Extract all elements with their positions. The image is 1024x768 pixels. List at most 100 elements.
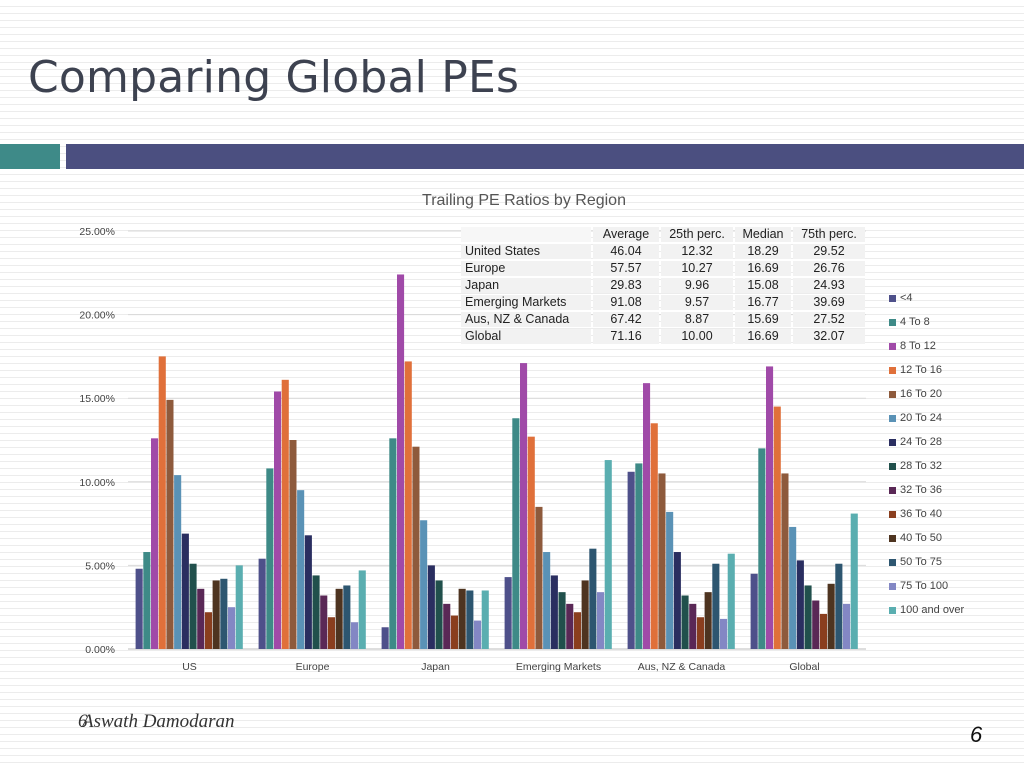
page-number: 6 — [970, 722, 983, 747]
region-cell: Europe — [461, 261, 591, 276]
legend-swatch — [889, 486, 896, 494]
legend-label: 20 To 24 — [900, 412, 943, 424]
bar — [566, 603, 574, 649]
bar — [558, 592, 566, 649]
legend-swatch — [889, 342, 896, 350]
bar — [804, 585, 812, 649]
legend-item: 16 To 20 — [889, 382, 964, 406]
legend-swatch — [889, 510, 896, 518]
bar — [481, 590, 489, 649]
header-75th-perc: 75th perc. — [793, 227, 865, 242]
header-median: Median — [735, 227, 791, 242]
legend-item: 40 To 50 — [889, 526, 964, 550]
legend-swatch — [889, 414, 896, 422]
value-cell: 67.42 — [593, 312, 659, 327]
legend-label: 8 To 12 — [900, 340, 936, 352]
y-tick-label: 25.00% — [79, 226, 115, 238]
legend-label: 28 To 32 — [900, 460, 943, 472]
bar — [527, 436, 535, 649]
bar — [174, 475, 182, 649]
x-tick-label: Europe — [296, 661, 330, 673]
bar — [343, 585, 351, 649]
bar — [258, 558, 266, 649]
value-cell: 16.77 — [735, 295, 791, 310]
bar — [819, 613, 827, 649]
bar — [504, 577, 512, 649]
value-cell: 8.87 — [661, 312, 733, 327]
bar — [204, 612, 212, 649]
x-tick-label: Japan — [421, 661, 450, 673]
bar — [727, 553, 735, 649]
y-tick-label: 5.00% — [85, 560, 115, 572]
value-cell: 57.57 — [593, 261, 659, 276]
bar — [466, 590, 474, 649]
bar — [766, 366, 774, 649]
bar — [335, 588, 343, 649]
bar — [543, 552, 551, 649]
legend-label: 4 To 8 — [900, 316, 930, 328]
bar — [689, 603, 697, 649]
bar — [266, 468, 274, 649]
bar — [166, 399, 174, 649]
pe-summary-table: Average 25th perc. Median 75th perc. Uni… — [459, 225, 867, 346]
bar — [604, 460, 612, 649]
bar — [397, 274, 405, 649]
legend-label: 100 and over — [900, 604, 965, 616]
bar — [197, 588, 205, 649]
bar — [435, 580, 443, 649]
legend-item: 36 To 40 — [889, 502, 964, 526]
bar — [135, 568, 143, 649]
chart-title: Trailing PE Ratios by Region — [422, 192, 626, 209]
legend-item: 24 To 28 — [889, 430, 964, 454]
slide-title: Comparing Global PEs — [28, 52, 520, 103]
value-cell: 10.00 — [661, 329, 733, 344]
legend-item: <4 — [889, 286, 964, 310]
x-tick-label: Aus, NZ & Canada — [638, 661, 726, 673]
bar — [297, 490, 305, 649]
legend-swatch — [889, 558, 896, 566]
value-cell: 9.96 — [661, 278, 733, 293]
table-row: Europe 57.57 10.27 16.69 26.76 — [461, 261, 865, 276]
table-row: Aus, NZ & Canada 67.42 8.87 15.69 27.52 — [461, 312, 865, 327]
legend-item: 28 To 32 — [889, 454, 964, 478]
legend-label: 36 To 40 — [900, 508, 943, 520]
table-row: Japan 29.83 9.96 15.08 24.93 — [461, 278, 865, 293]
value-cell: 15.69 — [735, 312, 791, 327]
bar — [327, 617, 335, 649]
legend-item: 12 To 16 — [889, 358, 964, 382]
bar — [427, 565, 435, 649]
region-cell: Japan — [461, 278, 591, 293]
legend-swatch — [889, 462, 896, 470]
bar — [758, 448, 766, 649]
y-tick-label: 15.00% — [79, 393, 115, 405]
chart-legend: <4 4 To 8 8 To 12 12 To 16 16 To 20 20 To 24 2… — [889, 286, 964, 622]
legend-swatch — [889, 390, 896, 398]
legend-item: 100 and over — [889, 598, 964, 622]
table-row: United States 46.04 12.32 18.29 29.52 — [461, 244, 865, 259]
value-cell: 71.16 — [593, 329, 659, 344]
table-header-row: Average 25th perc. Median 75th perc. — [461, 227, 865, 242]
value-cell: 9.57 — [661, 295, 733, 310]
bar — [158, 356, 166, 649]
bar — [643, 383, 651, 649]
bar — [781, 473, 789, 649]
bar — [450, 615, 458, 649]
legend-label: 16 To 20 — [900, 388, 943, 400]
value-cell: 18.29 — [735, 244, 791, 259]
bar — [635, 463, 643, 649]
y-tick-label: 0.00% — [85, 644, 115, 656]
value-cell: 24.93 — [793, 278, 865, 293]
value-cell: 27.52 — [793, 312, 865, 327]
legend-swatch — [889, 294, 896, 302]
bar — [789, 526, 797, 649]
value-cell: 12.32 — [661, 244, 733, 259]
bar — [351, 622, 359, 649]
region-cell: United States — [461, 244, 591, 259]
bar — [627, 471, 635, 649]
bar — [835, 563, 843, 649]
bar — [358, 570, 366, 649]
bar — [235, 565, 243, 649]
legend-label: 40 To 50 — [900, 532, 943, 544]
bar — [712, 563, 720, 649]
value-cell: 15.08 — [735, 278, 791, 293]
